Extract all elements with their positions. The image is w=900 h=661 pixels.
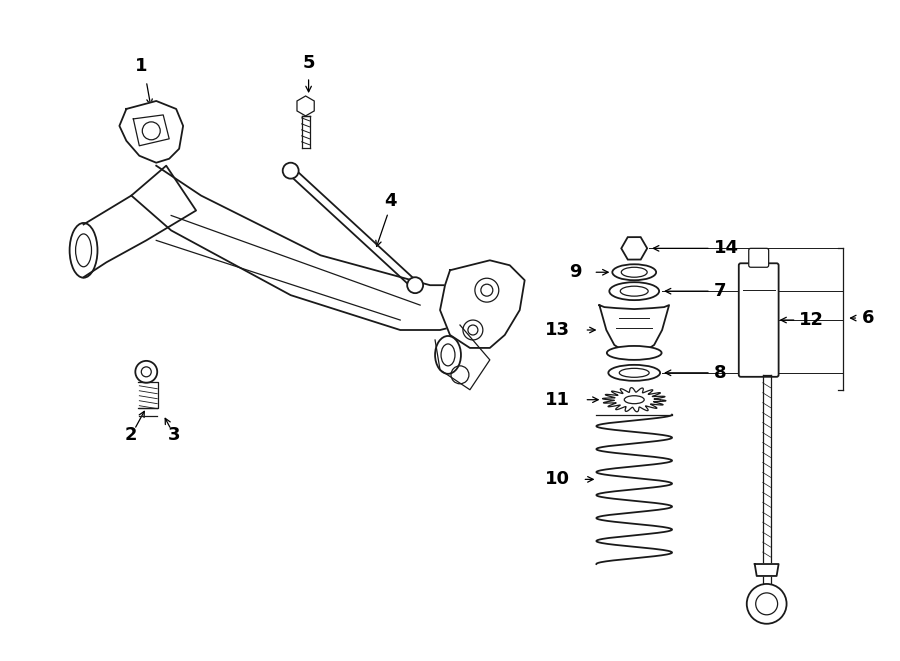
Text: 8: 8 — [714, 364, 726, 382]
Ellipse shape — [608, 365, 660, 381]
Ellipse shape — [407, 277, 423, 293]
Polygon shape — [599, 305, 669, 353]
Polygon shape — [435, 325, 490, 390]
Text: 5: 5 — [302, 54, 315, 72]
Ellipse shape — [607, 346, 662, 360]
Text: 10: 10 — [544, 471, 570, 488]
Text: 9: 9 — [569, 263, 581, 281]
Polygon shape — [755, 564, 778, 576]
Text: 1: 1 — [135, 57, 148, 75]
Text: 7: 7 — [714, 282, 726, 300]
FancyBboxPatch shape — [749, 249, 769, 267]
FancyBboxPatch shape — [739, 263, 778, 377]
Text: 2: 2 — [125, 426, 138, 444]
Text: 14: 14 — [714, 239, 739, 257]
Text: 4: 4 — [384, 192, 397, 210]
Ellipse shape — [609, 282, 659, 300]
Text: 11: 11 — [544, 391, 570, 408]
Text: 6: 6 — [862, 309, 875, 327]
Ellipse shape — [135, 361, 158, 383]
Text: 12: 12 — [798, 311, 824, 329]
Polygon shape — [440, 260, 525, 348]
Polygon shape — [133, 115, 169, 146]
Ellipse shape — [69, 223, 97, 278]
Text: 3: 3 — [168, 426, 180, 444]
Polygon shape — [603, 387, 666, 412]
Ellipse shape — [435, 336, 461, 374]
Ellipse shape — [612, 264, 656, 280]
Polygon shape — [131, 166, 490, 330]
Polygon shape — [139, 382, 158, 408]
Circle shape — [747, 584, 787, 624]
Polygon shape — [120, 101, 183, 163]
Ellipse shape — [283, 163, 299, 178]
Polygon shape — [84, 166, 196, 277]
Text: 13: 13 — [544, 321, 570, 339]
